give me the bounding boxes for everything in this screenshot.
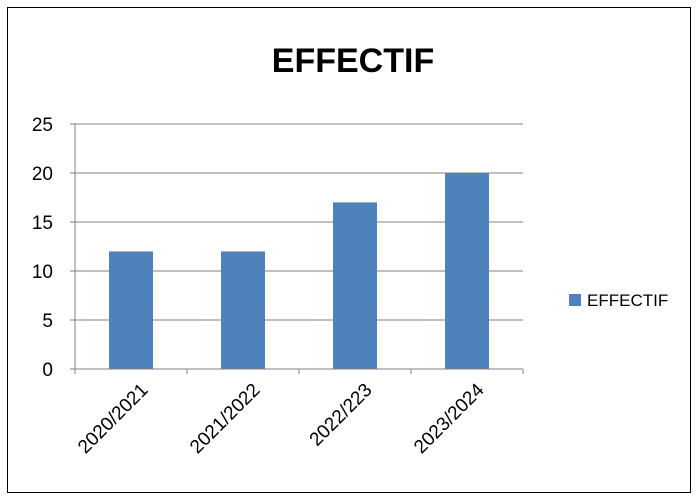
y-tick-label: 15	[32, 213, 53, 234]
y-tick-label: 20	[32, 164, 53, 185]
x-tick-label: 2021/2022	[186, 380, 264, 458]
bar-2022-223	[333, 202, 377, 369]
x-tick-label: 2023/2024	[410, 379, 489, 458]
chart-title: EFFECTIF	[272, 42, 434, 80]
bar-2020-2021	[109, 251, 153, 369]
y-tick-label: 0	[42, 360, 53, 381]
bar-2023-2024	[445, 173, 489, 369]
x-tick-label: 2020/2021	[74, 380, 152, 458]
legend: EFFECTIF	[569, 291, 668, 310]
bars	[109, 173, 489, 369]
y-tick-label: 5	[42, 311, 53, 332]
legend-swatch	[569, 294, 581, 306]
y-tick-labels: 0 5 10 15 20 25	[32, 115, 53, 381]
y-tick-label: 10	[32, 262, 53, 283]
x-tick-labels: 2020/2021 2021/2022 2022/223 2023/2024	[74, 379, 489, 458]
legend-label: EFFECTIF	[587, 291, 668, 310]
axes	[70, 123, 524, 374]
x-tick-label: 2022/223	[306, 380, 377, 451]
y-tick-label: 25	[32, 115, 53, 136]
bar-2021-2022	[221, 251, 265, 369]
